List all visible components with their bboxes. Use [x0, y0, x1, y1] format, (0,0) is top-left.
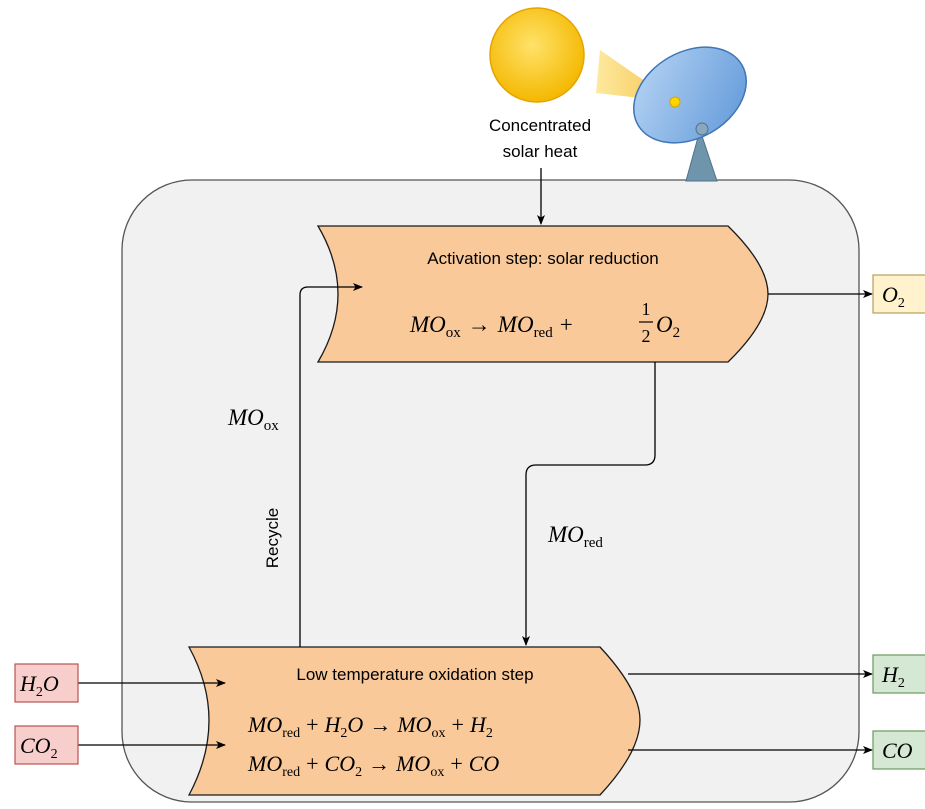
recycle-label: Recycle [263, 508, 282, 568]
co-output-label: CO [882, 738, 913, 763]
oxidation-equation-co2: MOred + CO2 → MOox + CO [247, 751, 499, 780]
solar-reduction-step[interactable] [316, 225, 769, 363]
o2-output-box[interactable] [872, 274, 925, 314]
solar-dish-icon [633, 46, 747, 144]
mo-red-label: MOred [547, 522, 603, 551]
reduction-o2-term: O2 [656, 312, 680, 341]
recycle-arrow [299, 283, 363, 647]
h2o-input-box[interactable] [14, 663, 79, 703]
oxidation-step[interactable] [187, 646, 641, 796]
co-output-box[interactable] [872, 730, 925, 770]
sun-icon [489, 7, 585, 103]
dish-joint-icon [695, 122, 709, 136]
co2-input-box[interactable] [14, 725, 79, 765]
solar-heat-label-line2: solar heat [503, 142, 578, 161]
oxidation-step-title: Low temperature oxidation step [296, 665, 533, 684]
reduction-fraction-numerator: 1 [642, 299, 651, 319]
h2-output-label: H2 [881, 662, 905, 691]
oxidation-equation-h2o: MOred + H2O → MOox + H2 [247, 712, 493, 741]
co2-input-label: CO2 [20, 733, 58, 762]
mo-ox-label: MOox [227, 405, 279, 434]
reduction-equation: MOox → MOred + [409, 312, 573, 341]
dish-tower-icon [685, 128, 718, 182]
dish-focus-icon [669, 96, 681, 108]
h2-output-box[interactable] [872, 654, 925, 694]
o2-output-label: O2 [882, 282, 905, 311]
reduction-fraction-denominator: 2 [642, 326, 651, 346]
solar-heat-label-line1: Concentrated [489, 116, 591, 135]
h2o-input-label: H2O [19, 671, 59, 700]
mo-red-arrow [522, 362, 656, 646]
reduction-step-title: Activation step: solar reduction [427, 249, 659, 268]
